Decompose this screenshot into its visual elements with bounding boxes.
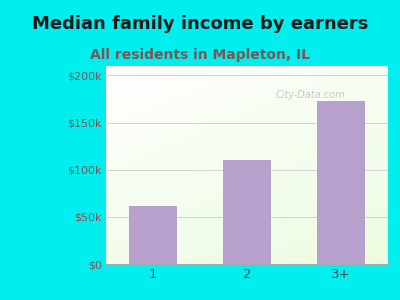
- Bar: [128, 206, 178, 264]
- Text: City-Data.com: City-Data.com: [275, 90, 345, 100]
- Bar: [222, 160, 272, 264]
- Text: Median family income by earners: Median family income by earners: [32, 15, 368, 33]
- Bar: [316, 101, 366, 264]
- Text: All residents in Mapleton, IL: All residents in Mapleton, IL: [90, 48, 310, 62]
